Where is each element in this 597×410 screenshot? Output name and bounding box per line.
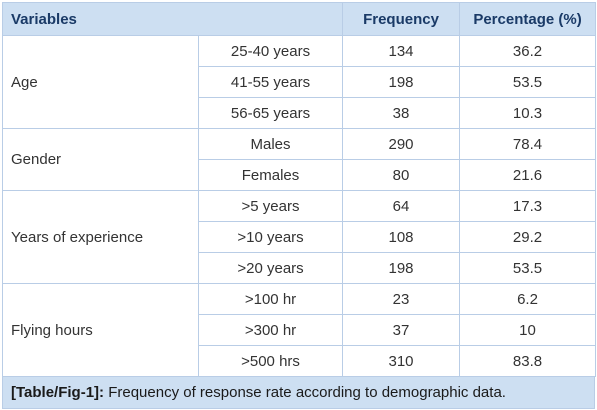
- category-cell: Females: [197, 159, 344, 191]
- table-caption: [Table/Fig-1]: Frequency of response rat…: [2, 377, 595, 409]
- category-cell: >10 years: [197, 221, 344, 253]
- percentage-cell: 53.5: [459, 66, 597, 98]
- header-frequency: Frequency: [342, 2, 461, 36]
- frequency-cell: 23: [342, 283, 461, 315]
- table-row: 41-55 years 198 53.5: [3, 66, 597, 98]
- percentage-cell: 36.2: [459, 35, 597, 67]
- table-row: Gender Males 290 78.4: [2, 128, 597, 191]
- frequency-cell: 310: [342, 345, 461, 377]
- group-label: Age: [2, 35, 199, 129]
- frequency-cell: 198: [342, 252, 461, 284]
- category-cell: 41-55 years: [197, 66, 344, 98]
- category-cell: >20 years: [197, 252, 344, 284]
- table-row: Females 80 21.6: [3, 159, 597, 191]
- category-cell: 25-40 years: [197, 35, 344, 67]
- category-cell: >300 hr: [197, 314, 344, 346]
- frequency-cell: 108: [342, 221, 461, 253]
- frequency-cell: 80: [342, 159, 461, 191]
- group-label: Flying hours: [2, 283, 199, 377]
- percentage-cell: 17.3: [459, 190, 597, 222]
- percentage-cell: 83.8: [459, 345, 597, 377]
- frequency-cell: 37: [342, 314, 461, 346]
- table-row: >10 years 108 29.2: [3, 221, 597, 253]
- table-row: Flying hours >100 hr 23 6.2: [2, 283, 597, 377]
- group-label: Years of experience: [2, 190, 199, 284]
- group-label: Gender: [2, 128, 199, 191]
- category-cell: >500 hrs: [197, 345, 344, 377]
- category-cell: Males: [197, 128, 344, 160]
- category-cell: >100 hr: [197, 283, 344, 315]
- percentage-cell: 6.2: [459, 283, 597, 315]
- table-row: 56-65 years 38 10.3: [3, 97, 597, 129]
- category-cell: >5 years: [197, 190, 344, 222]
- frequency-cell: 290: [342, 128, 461, 160]
- percentage-cell: 78.4: [459, 128, 597, 160]
- header-row: Variables Frequency Percentage (%): [1, 2, 597, 36]
- category-cell: 56-65 years: [197, 97, 344, 129]
- frequency-cell: 134: [342, 35, 461, 67]
- table-row: >20 years 198 53.5: [3, 252, 597, 284]
- percentage-cell: 10: [459, 314, 597, 346]
- header-variables: Variables: [1, 2, 344, 36]
- table-body: Age 25-40 years 134 36.2 41-55 years 198 53.5 5…: [2, 35, 597, 377]
- frequency-cell: 64: [342, 190, 461, 222]
- table-row: Years of experience >5 years 64 17.3: [2, 190, 597, 284]
- caption-label: [Table/Fig-1]:: [11, 384, 105, 401]
- table-row: >500 hrs 310 83.8: [3, 345, 597, 377]
- table-row: >300 hr 37 10: [3, 314, 597, 346]
- table-row: Age 25-40 years 134 36.2: [2, 35, 597, 129]
- percentage-cell: 21.6: [459, 159, 597, 191]
- percentage-cell: 53.5: [459, 252, 597, 284]
- frequency-cell: 38: [342, 97, 461, 129]
- caption-text: Frequency of response rate according to …: [104, 384, 506, 401]
- demographic-table: Variables Frequency Percentage (%) Age 25…: [1, 2, 597, 377]
- frequency-cell: 198: [342, 66, 461, 98]
- percentage-cell: 10.3: [459, 97, 597, 129]
- percentage-cell: 29.2: [459, 221, 597, 253]
- header-percentage: Percentage (%): [459, 2, 597, 36]
